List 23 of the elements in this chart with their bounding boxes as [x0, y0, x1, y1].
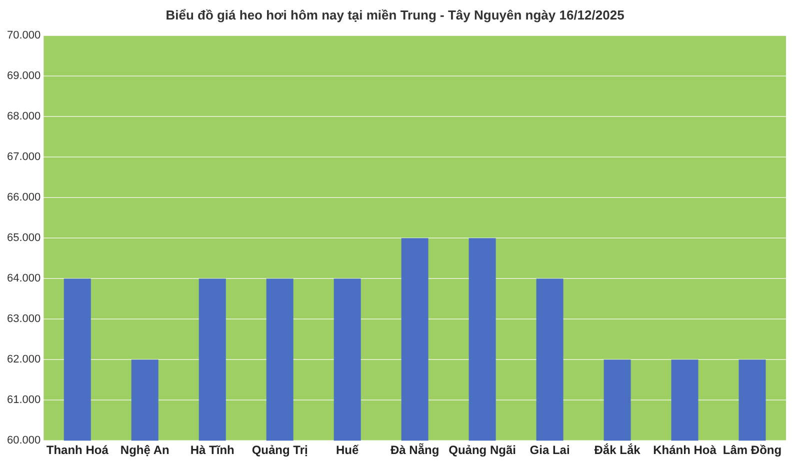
y-tick-label: 70.000 [6, 30, 41, 42]
y-tick-label: 65.000 [6, 232, 41, 244]
y-tick-label: 60.000 [6, 434, 41, 447]
x-tick-label: Đà Nẵng [390, 443, 440, 458]
x-tick-label: Huế [336, 443, 359, 458]
y-tick-label: 66.000 [6, 192, 41, 204]
x-tick-label: Gia Lai [530, 443, 570, 458]
x-tick-label: Nghệ An [120, 443, 170, 458]
x-tick-label: Khánh Hoà [653, 443, 717, 458]
y-tick-label: 61.000 [6, 394, 41, 406]
x-tick-label: Hà Tĩnh [190, 443, 234, 458]
x-tick-label: Thanh Hoá [46, 443, 109, 458]
x-tick-label: Lâm Đồng [722, 443, 782, 458]
x-tick-label: Đắk Lắk [594, 443, 641, 458]
y-tick-label: 63.000 [6, 313, 41, 326]
x-tick-label: Quảng Ngãi [448, 443, 516, 458]
y-tick-label: 64.000 [6, 272, 41, 285]
y-tick-label: 69.000 [6, 70, 41, 82]
y-tick-label: 68.000 [6, 110, 41, 123]
y-tick-label: 62.000 [6, 354, 41, 366]
chart-title: Biểu đồ giá heo hơi hôm nay tại miền Trung - Tây Nguyên ngày 16/12/2025 [166, 7, 624, 22]
x-tick-label: Quảng Trị [252, 443, 308, 458]
y-tick-label: 67.000 [6, 151, 41, 164]
